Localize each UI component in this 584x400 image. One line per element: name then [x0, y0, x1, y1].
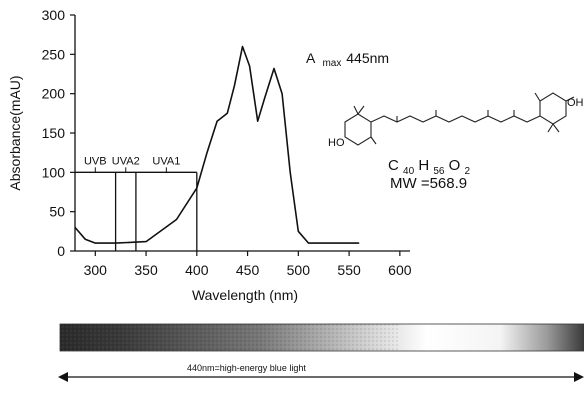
y-tick-label: 250 — [42, 46, 66, 62]
molecule-structure-image — [344, 92, 575, 146]
lambda-max-sub: max — [322, 58, 341, 69]
uv-band-label: UVA2 — [112, 155, 140, 167]
formula-o: O — [449, 157, 461, 174]
x-tick-label: 500 — [287, 262, 311, 278]
x-tick-label: 550 — [337, 262, 361, 278]
x-axis-title: Wavelength (nm) — [192, 287, 298, 303]
y-tick-label: 200 — [42, 86, 66, 102]
ho-label: HO — [328, 137, 345, 149]
arrow-right-head — [574, 372, 584, 382]
uv-band-label: UVB — [84, 155, 107, 167]
visible-spectrum-bar-texture — [60, 324, 400, 351]
x-tick-label: 350 — [134, 262, 158, 278]
lambda-max-value: 445nm — [346, 50, 389, 66]
uv-bands: UVB UVA2 UVA1 — [75, 155, 198, 251]
x-tick-label: 400 — [185, 262, 209, 278]
y-ticks: 0 50 100 150 200 250 300 — [42, 7, 75, 259]
lambda-max-annotation: A max 445nm — [306, 50, 389, 69]
x-tick-label: 600 — [388, 262, 412, 278]
absorbance-series-line — [74, 45, 360, 244]
y-axis-title: Absorbance(mAU) — [7, 75, 23, 190]
x-ticks: 300 350 400 450 500 550 600 — [84, 251, 412, 278]
y-tick-label: 300 — [42, 7, 66, 23]
formula-o-sub: 2 — [464, 166, 470, 177]
formula-c: C — [388, 157, 399, 174]
y-tick-label: 50 — [49, 204, 65, 220]
y-tick-label: 100 — [42, 164, 66, 180]
uv-band-label: UVA1 — [152, 155, 180, 167]
molecular-weight: MW =568.9 — [390, 175, 467, 192]
oh-label: OH — [567, 97, 584, 109]
x-tick-label: 450 — [236, 262, 260, 278]
y-tick-label: 0 — [57, 243, 65, 259]
x-tick-label: 300 — [84, 262, 108, 278]
molecular-formula: C 40 H 56 O 2 — [388, 157, 470, 178]
y-tick-label: 150 — [42, 125, 66, 141]
blue-light-label: 440nm=high-energy blue light — [187, 363, 306, 373]
formula-h-sub: 56 — [433, 166, 445, 177]
lambda-max-prefix: A — [306, 50, 316, 66]
formula-h: H — [418, 157, 429, 174]
arrow-left-head — [58, 372, 68, 382]
formula-c-sub: 40 — [403, 166, 415, 177]
